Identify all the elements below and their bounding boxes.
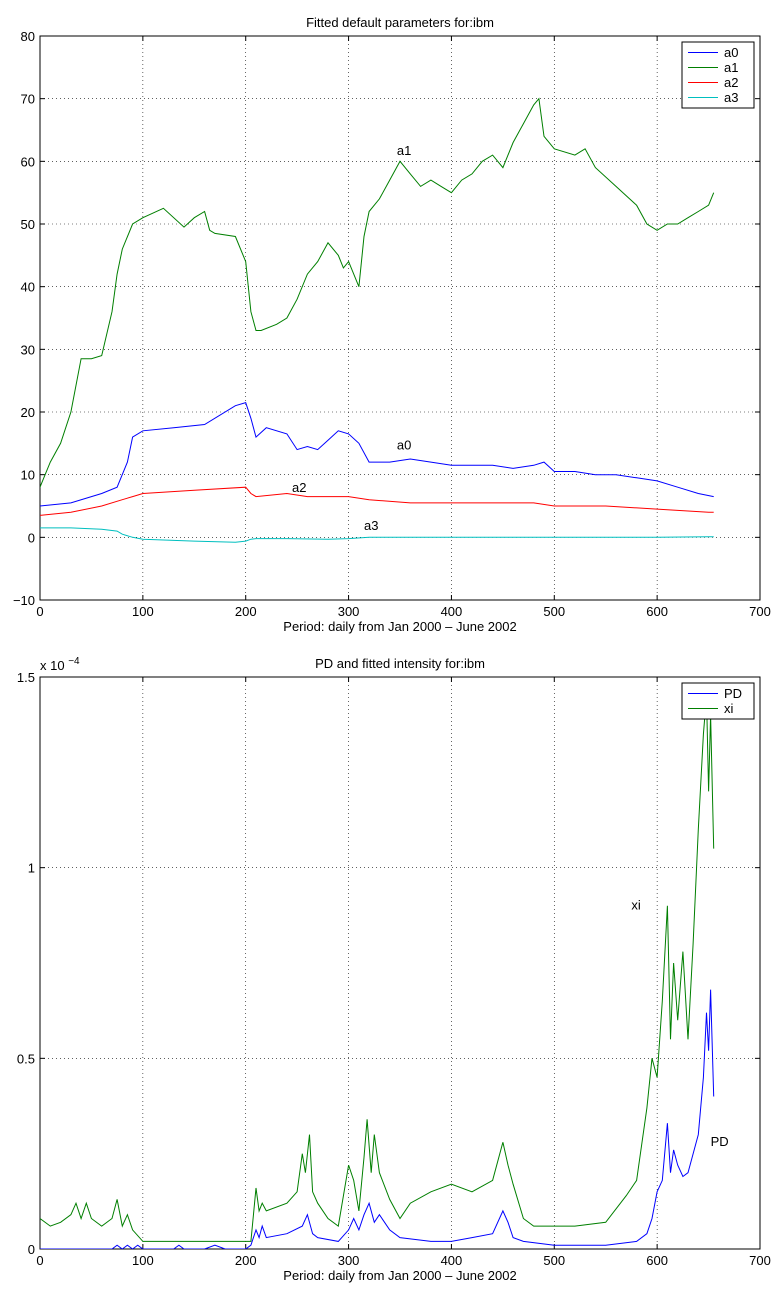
y-scale-exponent: −4 <box>68 656 80 667</box>
legend-label-xi: xi <box>724 701 734 716</box>
y-tick-label: 30 <box>21 342 35 357</box>
chart-panel-2: 0 100 200 300 400 500 600 700 0 0.5 1 1.5 x 10 −4 PD … <box>17 656 771 1283</box>
legend-label-a3: a3 <box>724 90 738 105</box>
legend-box <box>681 41 755 109</box>
x-tick-label: 500 <box>543 604 565 619</box>
series-line-xi <box>40 696 715 1242</box>
series-line-a0 <box>40 401 714 507</box>
series-line-a1 <box>40 97 715 488</box>
plot-frame <box>39 35 761 601</box>
chart-panel-1: 0 100 200 300 400 500 600 700−10010203040506070… <box>13 15 771 634</box>
series-line-a2 <box>40 486 714 516</box>
plot-frame <box>39 676 761 1250</box>
x-tick-label: 300 <box>338 1253 360 1268</box>
y-scale-multiplier: x 10 −4 <box>40 656 80 673</box>
y-tick-label: 80 <box>21 29 35 44</box>
series-line-a3 <box>40 527 714 543</box>
legend-label-a2: a2 <box>724 75 738 90</box>
annotation-a1: a1 <box>397 143 411 158</box>
y-tick-label: 20 <box>21 405 35 420</box>
y-tick-label: 60 <box>21 154 35 169</box>
annotation-PD: PD <box>711 1134 729 1149</box>
annotation-a2: a2 <box>292 480 306 495</box>
annotation-a0: a0 <box>397 438 411 453</box>
x-tick-label: 100 <box>132 604 154 619</box>
x-tick-label: 0 <box>36 604 43 619</box>
series-line-PD <box>40 989 715 1249</box>
x-tick-label: 0 <box>36 1253 43 1268</box>
legend-label-a0: a0 <box>724 45 738 60</box>
legend-label-PD: PD <box>724 686 742 701</box>
y-tick-label: 70 <box>21 92 35 107</box>
x-tick-label: 200 <box>235 1253 257 1268</box>
x-tick-label: 300 <box>338 604 360 619</box>
legend-label-a1: a1 <box>724 60 738 75</box>
x-tick-label: 700 <box>749 1253 771 1268</box>
x-tick-label: 600 <box>646 1253 668 1268</box>
x-tick-label: 100 <box>132 1253 154 1268</box>
x-tick-label: 200 <box>235 604 257 619</box>
y-tick-label: 1 <box>28 861 35 876</box>
x-tick-label: 600 <box>646 604 668 619</box>
y-tick-label: 1.5 <box>17 670 35 685</box>
x-axis-label: Period: daily from Jan 2000 – June 2002 <box>283 619 516 634</box>
y-tick-label: 40 <box>21 280 35 295</box>
chart-title: Fitted default parameters for:ibm <box>306 15 494 30</box>
y-tick-label: 50 <box>21 217 35 232</box>
legend-box <box>681 682 755 720</box>
y-tick-label: 0 <box>28 1242 35 1257</box>
y-tick-label: −10 <box>13 593 35 608</box>
x-tick-label: 500 <box>543 1253 565 1268</box>
x-axis-label: Period: daily from Jan 2000 – June 2002 <box>283 1268 516 1283</box>
annotation-a3: a3 <box>364 518 378 533</box>
x-tick-label: 400 <box>441 604 463 619</box>
annotation-xi: xi <box>631 898 641 913</box>
chart-title: PD and fitted intensity for:ibm <box>315 656 485 671</box>
y-tick-label: 0.5 <box>17 1051 35 1066</box>
x-tick-label: 700 <box>749 604 771 619</box>
y-scale-base: x 10 <box>40 658 68 673</box>
y-tick-label: 0 <box>28 530 35 545</box>
y-tick-label: 10 <box>21 468 35 483</box>
x-tick-label: 400 <box>441 1253 463 1268</box>
